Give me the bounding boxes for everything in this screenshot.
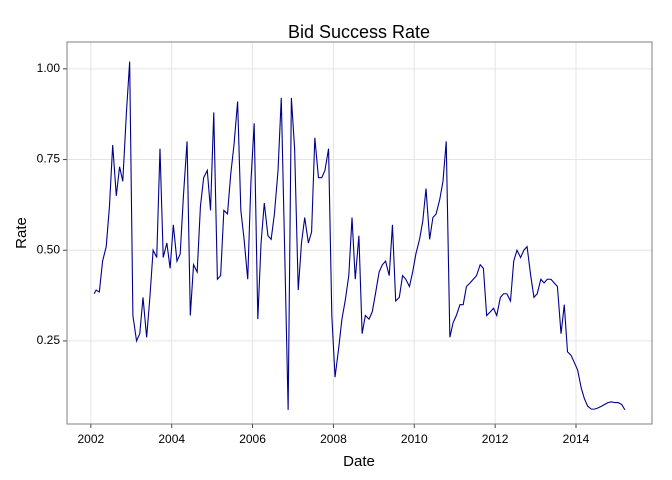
data-line	[93, 61, 626, 411]
x-tick-label: 2014	[563, 432, 590, 446]
y-tick-label: 0.50	[37, 242, 61, 256]
chart-title: Bid Success Rate	[288, 22, 430, 42]
y-tick-label: 1.00	[37, 61, 61, 75]
x-tick-label: 2012	[482, 432, 509, 446]
plot-background	[67, 42, 652, 424]
x-tick-label: 2002	[78, 432, 105, 446]
y-tick-label: 0.25	[37, 333, 61, 347]
x-tick-label: 2006	[239, 432, 266, 446]
plot-border	[66, 41, 653, 425]
y-tick-label: 0.75	[37, 152, 61, 166]
x-tick-label: 2004	[158, 432, 185, 446]
x-tick-label: 2008	[320, 432, 347, 446]
x-tick-label: 2010	[401, 432, 428, 446]
x-axis-title: Date	[343, 453, 375, 470]
y-axis-title: Rate	[13, 217, 30, 249]
